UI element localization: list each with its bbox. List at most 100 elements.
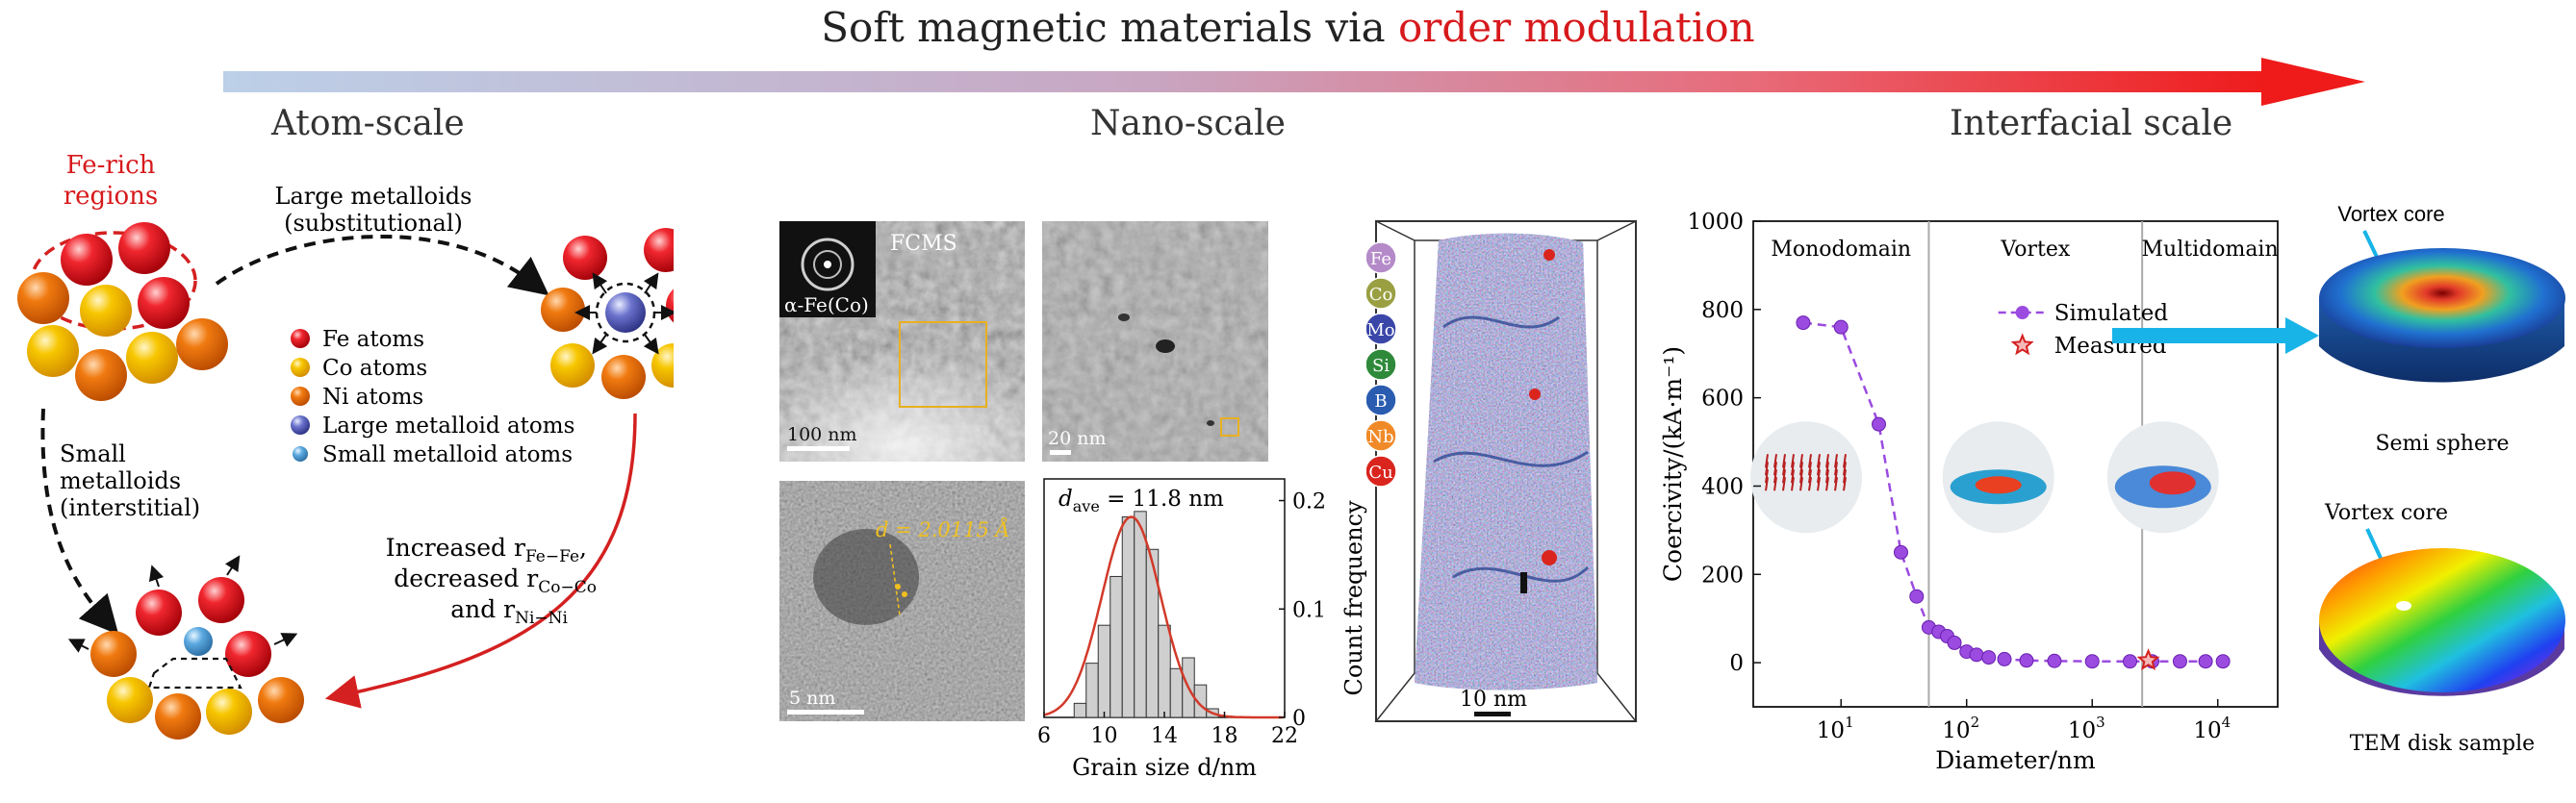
histogram-bar — [1109, 575, 1123, 718]
regime-label: Vortex — [2000, 238, 2070, 262]
tem-image-zoom: 20 nm — [1042, 221, 1268, 462]
svg-text:and rNi−Ni: and rNi−Ni — [450, 595, 568, 628]
coercivity-y-tick: 200 — [1701, 563, 1744, 588]
legend-simulated-marker — [2015, 306, 2029, 319]
histogram-y-tick: 0.2 — [1292, 490, 1326, 514]
svg-text:decreased rCo−Co: decreased rCo−Co — [394, 565, 597, 597]
apt-element-mo-icon — [1366, 313, 1397, 345]
histogram-x-tick: 18 — [1211, 724, 1238, 748]
histogram-x-label: Grain size d/nm — [1072, 754, 1257, 781]
apt-element-legend: Fe Co Mo Si B Nb Cu — [1366, 241, 1397, 488]
legend-co: Co atoms — [322, 356, 427, 381]
simulated-point — [1947, 635, 1962, 650]
apt-element-fe-icon — [1366, 241, 1397, 274]
link-arrow — [2112, 317, 2319, 354]
coercivity-plot-area: Monodomain Vortex Multidomain 0 200 400 600 800… — [1659, 210, 2279, 769]
interstitial-label: (interstitial) — [60, 494, 200, 521]
legend-ni: Ni atoms — [322, 385, 423, 410]
histogram-fit-curve — [1043, 515, 1284, 719]
legend-fe-icon — [291, 329, 310, 348]
coercivity-y-tick: 400 — [1701, 474, 1744, 499]
grain-size-histogram: 6 10 14 18 220 0.1 0.2 dave = 11.8 nm Grain size… — [1037, 478, 1367, 781]
apt-element-label: Si — [1372, 356, 1390, 376]
histogram-x-tick: 14 — [1151, 724, 1178, 748]
apt-element-co-icon — [1366, 277, 1397, 310]
apt-element-label: Fe — [1370, 249, 1391, 269]
atom-cluster-initial — [17, 222, 228, 401]
simulated-point — [1981, 650, 1997, 665]
label-interfacial-scale: Interfacial scale — [1950, 104, 2233, 143]
vortex-panel: Vortex core Semi sphere Vortex core TEM … — [2319, 202, 2565, 756]
apt-scale-label: 10 nm — [1460, 688, 1527, 712]
tem-image-fcms: α-Fe(Co) FCMS 100 nm — [779, 221, 1025, 462]
coercivity-x-tick: 101 — [1817, 714, 1854, 743]
saed-inset — [779, 221, 876, 317]
apt-tip — [1415, 233, 1597, 690]
coercivity-x-tick: 102 — [1942, 714, 1979, 743]
histogram-bar — [1193, 684, 1208, 718]
atom-legend: Fe atoms Co atoms Ni atoms Large metallo… — [291, 327, 574, 467]
histogram-x-tick: 22 — [1271, 724, 1298, 748]
histogram-bar — [1097, 624, 1111, 718]
measured-point — [2136, 648, 2160, 671]
legend-small-icon — [293, 446, 308, 462]
simulated-point — [1909, 589, 1925, 604]
coercivity-y-tick: 600 — [1701, 387, 1744, 412]
legend-ni-icon — [291, 387, 310, 406]
simulated-point — [2172, 654, 2187, 669]
metalloids-label: metalloids — [60, 467, 181, 494]
d-spacing-label: d = 2.0115 Å — [876, 517, 1010, 541]
simulated-point — [2047, 653, 2062, 668]
simulated-point — [2019, 653, 2034, 668]
legend-co-icon — [291, 358, 310, 377]
coercivity-x-tick: 103 — [2068, 714, 2105, 743]
scale-5nm: 5 nm — [789, 688, 835, 709]
apt-element-b-icon — [1366, 384, 1397, 416]
svg-text:Increased rFe−Fe,: Increased rFe−Fe, — [386, 534, 587, 566]
simulated-point — [2215, 654, 2231, 669]
histogram-bar — [1073, 702, 1087, 718]
coercivity-y-tick: 1000 — [1687, 210, 1744, 235]
atom-cluster-interstitial — [67, 555, 304, 740]
fe-rich-text: Fe-rich regions — [63, 151, 159, 211]
histogram-x-tick: 6 — [1037, 724, 1051, 748]
atom-cluster-substitutional — [541, 228, 674, 399]
atom-scale-panel: Fe-rich regions Large metalloids (substi… — [17, 151, 674, 740]
apt-element-label: Nb — [1367, 427, 1393, 447]
strain-arrow — [324, 413, 637, 709]
apt-element-label: B — [1374, 391, 1387, 412]
figure-title: Soft magnetic materials via order modula… — [821, 4, 1755, 51]
simulated-point — [1833, 319, 1849, 335]
simulated-point — [1796, 315, 1811, 331]
scale-20nm: 20 nm — [1048, 428, 1106, 449]
semi-sphere-vortex — [2319, 248, 2565, 383]
histogram-bar — [1134, 511, 1147, 718]
apt-element-nb-icon — [1366, 419, 1397, 452]
apt-element-label: Mo — [1366, 320, 1394, 340]
apt-panel: Fe Co Mo Si B Nb Cu 10 nm — [1366, 220, 1638, 722]
scale-arrow — [223, 58, 2365, 106]
tem-disk-label: TEM disk sample — [2350, 732, 2535, 756]
apt-element-si-icon — [1366, 348, 1397, 381]
legend-small: Small metalloid atoms — [322, 442, 573, 467]
apt-scale-bar — [1474, 712, 1511, 716]
coercivity-x-tick: 104 — [2193, 714, 2231, 743]
histogram-y-tick: 0.1 — [1292, 598, 1326, 622]
legend-fe: Fe atoms — [322, 327, 424, 352]
apt-element-label: Cu — [1368, 463, 1392, 483]
interstitial-arrow — [40, 408, 119, 635]
regime-label: Multidomain — [2142, 238, 2279, 262]
histogram-bar — [1085, 663, 1099, 718]
histogram-dave-label: dave = 11.8 nm — [1058, 487, 1224, 515]
substitution-arrow — [215, 234, 549, 296]
small-label: Small — [60, 440, 126, 467]
legend-large: Large metalloid atoms — [322, 414, 574, 439]
label-nano-scale: Nano-scale — [1090, 104, 1286, 143]
substitutional-label: (substitutional) — [284, 210, 463, 237]
vortex-core-label-1: Vortex core — [2337, 202, 2444, 226]
histogram-x-tick: 10 — [1091, 724, 1118, 748]
label-atom-scale: Atom-scale — [271, 104, 465, 143]
scale-100nm: 100 nm — [787, 424, 857, 445]
simulated-point — [2084, 654, 2100, 669]
